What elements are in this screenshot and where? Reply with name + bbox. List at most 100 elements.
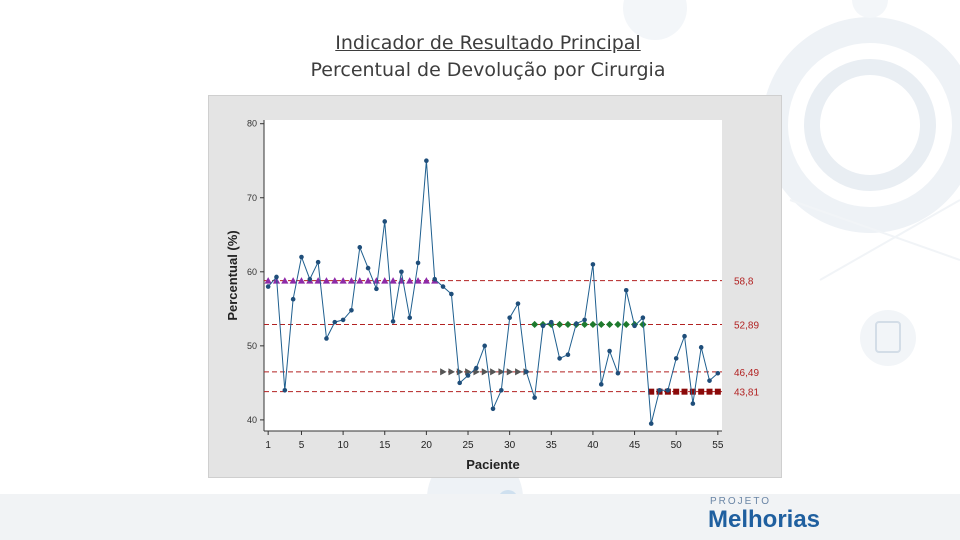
darkred-squares-marker: [681, 388, 688, 395]
data-point: [557, 356, 562, 361]
data-point: [615, 370, 621, 376]
data-point: [573, 321, 579, 326]
data-point: [290, 296, 296, 302]
data-point: [665, 387, 671, 393]
gray-triangles-marker: [481, 368, 489, 376]
data-point: [640, 315, 646, 321]
data-point: [440, 284, 446, 289]
x-tick-label: 20: [421, 440, 433, 451]
data-point: [349, 308, 354, 313]
data-point: [424, 158, 429, 164]
data-point: [698, 345, 704, 350]
x-tick-label: 50: [671, 440, 683, 451]
data-point: [332, 319, 338, 325]
decor-line-2: [819, 199, 960, 281]
purple-triangles-marker: [281, 277, 289, 284]
darkred-squares-marker: [689, 388, 696, 395]
reference-label: 43,81: [734, 388, 759, 399]
darkred-squares-marker: [648, 388, 655, 395]
x-tick-label: 15: [379, 440, 391, 451]
purple-triangles-marker: [339, 277, 347, 284]
green-diamonds-marker: [564, 320, 572, 329]
gray-triangles-marker: [448, 368, 455, 376]
gray-triangles-marker: [506, 368, 514, 376]
data-point: [673, 356, 679, 361]
data-point: [399, 269, 404, 275]
purple-triangles-marker: [364, 277, 372, 284]
reference-label: 52,89: [734, 320, 759, 331]
green-diamonds-marker: [614, 320, 622, 329]
data-point: [465, 373, 471, 378]
data-point: [474, 365, 479, 371]
purple-triangles-marker: [381, 277, 389, 284]
data-point: [415, 260, 421, 266]
data-point: [532, 395, 537, 400]
logo-big-text: Melhorias: [708, 506, 821, 533]
purple-triangles-marker: [414, 277, 422, 284]
x-tick-label: 45: [629, 440, 641, 451]
green-diamonds-marker: [597, 320, 605, 329]
x-tick-label: 40: [587, 440, 599, 451]
green-diamonds-marker: [589, 320, 597, 329]
data-point: [707, 378, 712, 383]
darkred-squares-marker: [698, 388, 705, 395]
purple-triangles-marker: [289, 277, 297, 284]
decor-ring-inner: [804, 59, 936, 191]
data-point: [324, 336, 329, 341]
data-point: [715, 370, 721, 376]
data-point: [598, 382, 604, 387]
data-point: [449, 291, 454, 297]
data-point: [682, 333, 687, 339]
data-point: [374, 286, 379, 292]
data-point: [282, 387, 288, 393]
y-tick-label: 40: [247, 415, 257, 425]
purple-triangles-marker: [322, 277, 331, 284]
data-point: [648, 421, 654, 426]
y-axis-label: Percentual (%): [225, 230, 240, 320]
data-point: [307, 276, 313, 282]
data-point: [565, 352, 571, 358]
x-tick-label: 30: [504, 440, 516, 451]
logo-small-text: PROJETO: [710, 496, 772, 507]
data-point: [582, 317, 587, 323]
x-tick-label: 5: [299, 440, 305, 451]
purple-triangles-marker: [406, 277, 414, 284]
data-point: [590, 262, 596, 267]
purple-triangles-marker: [297, 277, 306, 284]
decor-bubble-corner: [852, 0, 888, 18]
data-point: [357, 245, 363, 250]
decor-bubble-clipboard: [860, 310, 916, 366]
data-point: [540, 323, 546, 329]
purple-triangles-marker: [356, 277, 364, 284]
data-point: [274, 274, 279, 280]
x-axis-label: Paciente: [466, 457, 519, 472]
title-line-1: Indicador de Resultado Principal: [335, 32, 641, 54]
reference-label: 58,8: [734, 277, 754, 288]
purple-triangles-marker: [264, 277, 272, 284]
slide-title: Indicador de Resultado Principal Percent…: [0, 30, 960, 84]
x-tick-label: 25: [462, 440, 474, 451]
gray-triangles-marker: [498, 368, 505, 376]
data-point: [690, 401, 696, 406]
x-tick-label: 55: [712, 440, 724, 451]
green-diamonds-marker: [556, 320, 564, 329]
data-point: [432, 276, 438, 282]
data-point: [340, 317, 346, 323]
data-point: [623, 288, 629, 293]
reference-label: 46,49: [734, 368, 759, 379]
data-point: [299, 254, 304, 260]
green-diamonds-marker: [581, 320, 589, 329]
x-tick-label: 10: [338, 440, 350, 451]
green-diamonds-marker: [639, 320, 647, 329]
decor-bubble-top: [623, 0, 687, 40]
gray-triangles-marker: [490, 368, 497, 376]
green-diamonds-marker: [622, 320, 630, 329]
y-tick-label: 80: [247, 119, 257, 129]
purple-triangles-marker: [389, 277, 397, 284]
data-point: [457, 380, 462, 386]
darkred-squares-marker: [714, 388, 721, 395]
data-point: [632, 323, 637, 329]
data-point: [265, 284, 271, 289]
projeto-melhorias-logo: PROJETO Melhorias: [708, 496, 858, 536]
